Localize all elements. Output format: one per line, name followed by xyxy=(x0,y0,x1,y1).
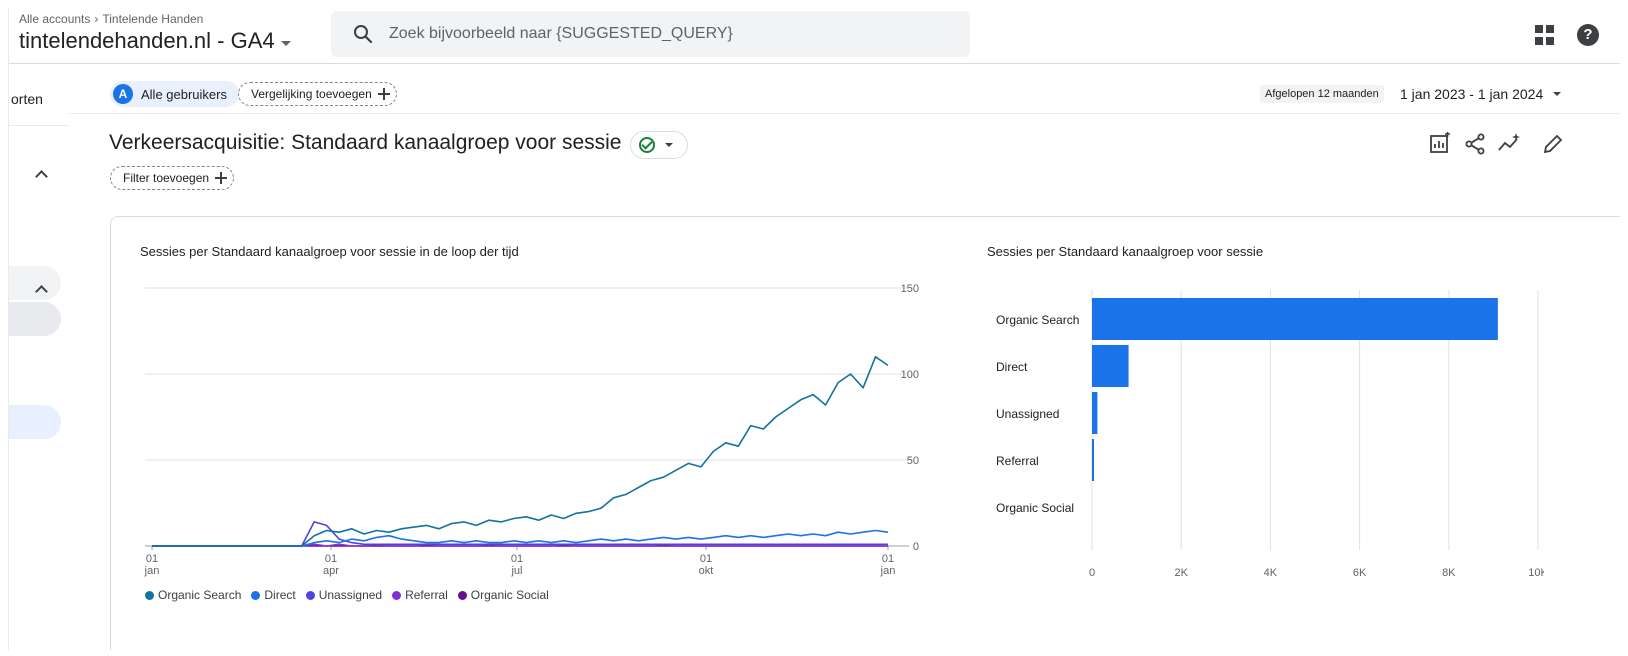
breadcrumb[interactable]: Alle accounts › Tintelende Handen xyxy=(19,12,203,26)
segment-chip-all-users[interactable]: A Alle gebruikers xyxy=(110,81,239,107)
y-tick-label: 150 xyxy=(901,283,919,295)
legend-label: Organic Social xyxy=(470,588,549,602)
legend-item[interactable]: Referral xyxy=(392,588,448,602)
chevron-up-icon[interactable] xyxy=(35,284,47,296)
line-chart-title: Sessies per Standaard kanaalgroep voor s… xyxy=(140,244,519,259)
x-tick-label-day: 01 xyxy=(325,553,337,565)
date-range-text: 1 jan 2023 - 1 jan 2024 xyxy=(1400,86,1544,102)
legend-label: Referral xyxy=(405,588,448,602)
legend-label: Unassigned xyxy=(318,588,383,602)
nav-item[interactable] xyxy=(9,302,61,336)
legend-item[interactable]: Direct xyxy=(251,588,296,602)
chevron-right-icon: › xyxy=(94,12,99,26)
legend-label: Direct xyxy=(264,588,296,602)
bar-direct xyxy=(1092,345,1129,387)
y-tick-label: 0 xyxy=(913,541,919,553)
x-tick-label-day: 01 xyxy=(700,553,712,565)
analytics-window: Alle accounts › Tintelende Handen tintel… xyxy=(8,8,1620,650)
x-tick-label: 10K xyxy=(1528,567,1544,578)
category-label: Referral xyxy=(996,454,1039,468)
legend-item[interactable]: Unassigned xyxy=(305,588,383,602)
legend-dot xyxy=(145,590,154,600)
check-circle-icon xyxy=(639,137,655,153)
breadcrumb-account[interactable]: Tintelende Handen xyxy=(102,12,204,26)
x-tick-label: 0 xyxy=(1089,567,1095,578)
add-comparison-button[interactable]: Vergelijking toevoegen xyxy=(238,82,397,106)
left-navigation: orten xyxy=(9,65,69,650)
category-label: Organic Social xyxy=(996,501,1074,515)
x-tick-label: 6K xyxy=(1353,567,1367,578)
nav-divider xyxy=(9,125,69,126)
y-tick-label: 50 xyxy=(907,455,919,467)
date-preset-label: Afgelopen 12 maanden xyxy=(1260,85,1384,103)
legend-dot xyxy=(251,590,261,600)
add-comparison-label: Vergelijking toevoegen xyxy=(251,87,372,101)
segment-label: Alle gebruikers xyxy=(141,86,227,102)
search-bar[interactable] xyxy=(331,11,970,57)
customize-report-icon[interactable] xyxy=(1428,132,1452,156)
x-tick-label-month: okt xyxy=(699,565,714,577)
property-selector[interactable]: tintelendehanden.nl - GA4 xyxy=(19,28,291,54)
help-icon[interactable]: ? xyxy=(1577,24,1599,46)
x-tick-label-month: jul xyxy=(510,565,522,577)
nav-item-active[interactable] xyxy=(9,405,61,439)
legend-item[interactable]: Organic Search xyxy=(145,588,241,602)
insights-icon[interactable] xyxy=(1497,132,1521,156)
bar-unassigned xyxy=(1092,392,1098,434)
x-tick-label: 2K xyxy=(1174,567,1188,578)
caret-down-icon xyxy=(1553,92,1562,96)
bar-organic-search xyxy=(1092,298,1498,340)
x-tick-label-day: 01 xyxy=(146,553,158,565)
bar-referral xyxy=(1092,439,1094,481)
plus-icon xyxy=(215,172,228,184)
category-label: Unassigned xyxy=(996,407,1059,421)
legend-item[interactable]: Organic Social xyxy=(457,588,549,602)
x-tick-label: 8K xyxy=(1442,567,1456,578)
y-tick-label: 100 xyxy=(901,369,919,381)
search-icon xyxy=(354,25,373,44)
category-label: Organic Search xyxy=(996,313,1079,327)
line-chart-legend: Organic Search Direct Unassigned Referral Or… xyxy=(145,588,549,602)
plus-icon xyxy=(377,88,390,100)
x-tick-label-month: apr xyxy=(323,565,339,577)
x-tick-label-month: jan xyxy=(144,565,160,577)
property-name: tintelendehanden.nl - GA4 xyxy=(19,28,275,53)
divider xyxy=(69,113,1620,114)
date-range-picker[interactable]: 1 jan 2023 - 1 jan 2024 xyxy=(1400,86,1562,102)
page-title: Verkeersacquisitie: Standaard kanaalgroe… xyxy=(109,131,622,154)
add-filter-label: Filter toevoegen xyxy=(123,171,210,185)
nav-item-label-partial[interactable]: orten xyxy=(11,91,43,107)
caret-down-icon xyxy=(665,143,673,147)
report-status-button[interactable] xyxy=(630,131,688,159)
legend-label: Organic Search xyxy=(158,588,242,602)
category-label: Direct xyxy=(996,360,1028,374)
segment-avatar: A xyxy=(113,84,133,104)
x-tick-label-day: 01 xyxy=(882,553,894,565)
legend-dot xyxy=(457,590,467,600)
share-icon[interactable] xyxy=(1463,132,1487,156)
chevron-up-icon[interactable] xyxy=(35,169,47,181)
x-tick-label-month: jan xyxy=(880,565,896,577)
bar-chart-title: Sessies per Standaard kanaalgroep voor s… xyxy=(987,244,1264,259)
series-line-organic-search xyxy=(152,356,889,547)
caret-down-icon xyxy=(280,40,291,46)
apps-grid-icon[interactable] xyxy=(1535,25,1555,45)
legend-dot xyxy=(392,590,402,600)
top-bar: Alle accounts › Tintelende Handen tintel… xyxy=(9,8,1620,64)
x-tick-label-day: 01 xyxy=(511,553,523,565)
x-tick-label: 4K xyxy=(1264,567,1278,578)
legend-dot xyxy=(305,590,315,600)
breadcrumb-accounts[interactable]: Alle accounts xyxy=(19,12,91,26)
edit-pencil-icon[interactable] xyxy=(1541,132,1565,156)
search-input[interactable] xyxy=(389,25,949,43)
add-filter-button[interactable]: Filter toevoegen xyxy=(110,166,235,190)
bar-chart: 0 2K 4K 6K 8K 10K Organic Search Direct Unassign… xyxy=(996,290,1544,578)
